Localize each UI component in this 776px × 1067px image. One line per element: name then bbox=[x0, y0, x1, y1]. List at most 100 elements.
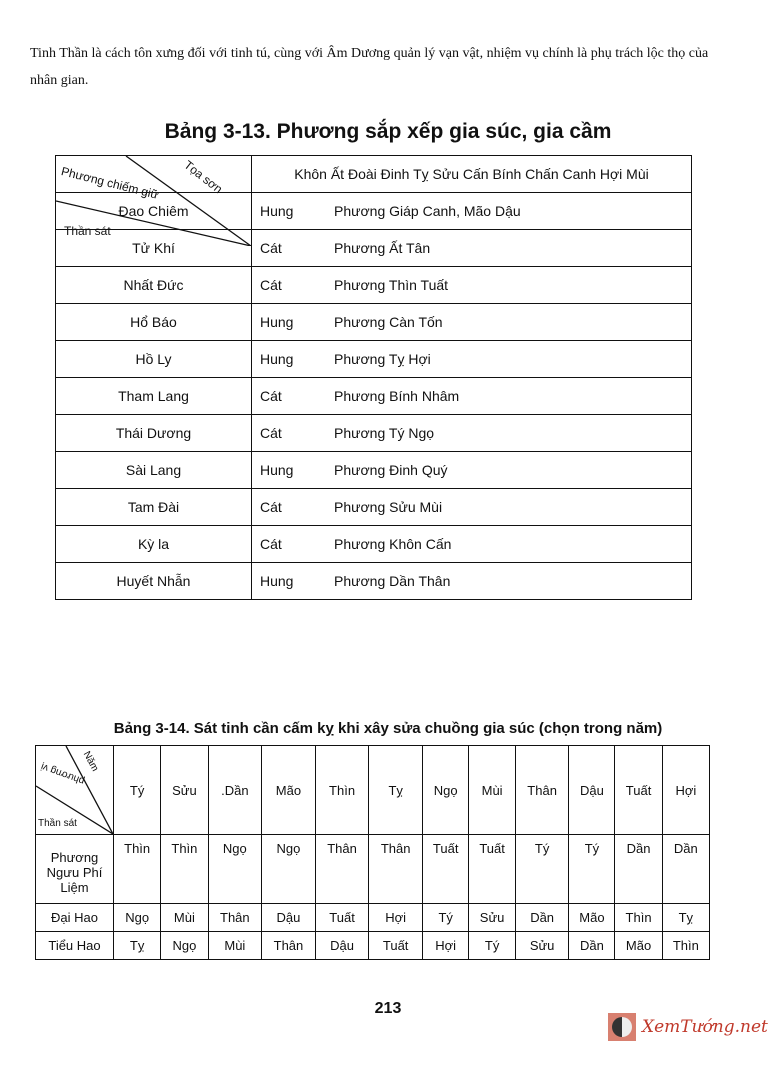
page-number: 213 bbox=[374, 1000, 402, 1017]
table1-row: Sài Lang Hung Phương Đinh Quý bbox=[55, 451, 692, 489]
auspice-value: Hung bbox=[260, 351, 294, 367]
auspice-value: Hung bbox=[260, 573, 294, 589]
table2-cell: Dậu bbox=[314, 931, 370, 960]
watermark-text: XemTướng.net bbox=[642, 1017, 768, 1037]
direction-value: Phương Sửu Mùi bbox=[334, 499, 443, 515]
auspice-value: Cát bbox=[260, 425, 282, 441]
shensha-name: Huyết Nhẫn bbox=[55, 562, 252, 600]
direction-value: Phương Giáp Canh, Mão Dậu bbox=[334, 203, 521, 219]
table2-cell: Mùi bbox=[207, 931, 263, 960]
table2-cell: Mão bbox=[614, 931, 663, 960]
year-header: Sửu bbox=[160, 745, 209, 835]
year-header: Tuất bbox=[614, 745, 663, 835]
year-header: Tý bbox=[112, 745, 162, 835]
direction-cell: Hung Phương Giáp Canh, Mão Dậu bbox=[251, 192, 692, 230]
table2-cell: Sửu bbox=[468, 903, 516, 932]
table2-cell: Tý bbox=[568, 834, 616, 904]
direction-value: Phương Dần Thân bbox=[334, 573, 451, 589]
direction-cell: Cát Phương Thìn Tuất bbox=[251, 266, 692, 304]
table2-cell: Ngọ bbox=[207, 834, 263, 904]
table1-row: Tử Khí Cát Phương Ất Tân bbox=[55, 229, 692, 267]
table2-cell: Ngọ bbox=[160, 931, 209, 960]
shensha-name: Hồ Ly bbox=[55, 340, 252, 378]
shensha-name: Kỳ la bbox=[55, 525, 252, 563]
table2-cell: Thân bbox=[261, 931, 316, 960]
shensha-name: Tiểu Hao bbox=[35, 931, 114, 960]
table2-cell: Hợi bbox=[368, 903, 423, 932]
shensha-name: Nhất Đức bbox=[55, 266, 252, 304]
table2-cell: Thìn bbox=[661, 931, 711, 960]
direction-cell: Hung Phương Càn Tốn bbox=[251, 303, 692, 341]
table2-cell: Dần bbox=[614, 834, 663, 904]
intro-paragraph: Tinh Thần là cách tôn xưng đối với tinh … bbox=[30, 46, 709, 88]
table2-cell: Thìn bbox=[614, 903, 663, 932]
auspice-value: Hung bbox=[260, 314, 294, 330]
shensha-name: Hổ Báo bbox=[55, 303, 252, 341]
shensha-name: Tam Đài bbox=[55, 488, 252, 526]
auspice-value: Cát bbox=[260, 240, 282, 256]
table2-diagonal-header: Năm phương vị Thần sát bbox=[35, 745, 114, 835]
table1: Tọa sơn Phương chiếm giữ Thần sát Khôn Ấ… bbox=[55, 155, 692, 600]
direction-cell: Hung Phương Tỵ Hợi bbox=[251, 340, 692, 378]
table1-title: Bảng 3-13. Phương sắp xếp gia súc, gia c… bbox=[164, 120, 612, 143]
direction-value: Phương Ất Tân bbox=[334, 240, 431, 256]
table2-cell: Hợi bbox=[421, 931, 470, 960]
direction-value: Phương Càn Tốn bbox=[334, 314, 443, 330]
table2-cell: Tuất bbox=[368, 931, 423, 960]
year-header: Dậu bbox=[568, 745, 616, 835]
year-header: .Dần bbox=[207, 745, 263, 835]
table1-row: Hổ Báo Hung Phương Càn Tốn bbox=[55, 303, 692, 341]
year-header: Hợi bbox=[661, 745, 711, 835]
table2-cell: Tý bbox=[421, 903, 470, 932]
table2-cell: Tỵ bbox=[112, 931, 162, 960]
direction-value: Phương Tý Ngọ bbox=[334, 425, 435, 441]
direction-cell: Hung Phương Đinh Quý bbox=[251, 451, 692, 489]
table2-row: Đại Hao Ngọ Mùi Thân Dậu Tuất Hợi Tý Sửu Dần Mão Th… bbox=[35, 903, 711, 932]
year-header: Ngọ bbox=[421, 745, 470, 835]
table2-row: Tiểu Hao Tỵ Ngọ Mùi Thân Dậu Tuất Hợi Tý Sửu Dần Mã… bbox=[35, 931, 711, 960]
table2-cell: Thìn bbox=[160, 834, 209, 904]
year-header: Mùi bbox=[468, 745, 516, 835]
table1-row: Thái Dương Cát Phương Tý Ngọ bbox=[55, 414, 692, 452]
table2-cell: Dần bbox=[568, 931, 616, 960]
direction-value: Phương Khôn Cấn bbox=[334, 536, 452, 552]
year-header: Thìn bbox=[314, 745, 370, 835]
direction-cell: Cát Phương Sửu Mùi bbox=[251, 488, 692, 526]
year-header: Thân bbox=[514, 745, 570, 835]
table1-row: Kỳ la Cát Phương Khôn Cấn bbox=[55, 525, 692, 563]
shensha-name: Tham Lang bbox=[55, 377, 252, 415]
table2-cell: Dậu bbox=[261, 903, 316, 932]
table2-cell: Thân bbox=[314, 834, 370, 904]
direction-cell: Cát Phương Bính Nhâm bbox=[251, 377, 692, 415]
direction-value: Phương Thìn Tuất bbox=[334, 277, 449, 293]
table1-row: Tam Đài Cát Phương Sửu Mùi bbox=[55, 488, 692, 526]
table2-cell: Sửu bbox=[514, 931, 570, 960]
auspice-value: Hung bbox=[260, 462, 294, 478]
direction-value: Phương Bính Nhâm bbox=[334, 388, 460, 404]
diag-bottom-label: Thần sát bbox=[38, 818, 77, 829]
watermark-logo: XemTướng.net bbox=[608, 1013, 768, 1041]
table2-row: Phương Ngưu Phí Liệm Thìn Thìn Ngọ Ngọ Thân Th… bbox=[35, 834, 711, 904]
table2-cell: Mão bbox=[568, 903, 616, 932]
direction-cell: Cát Phương Khôn Cấn bbox=[251, 525, 692, 563]
table2-cell: Mùi bbox=[160, 903, 209, 932]
shensha-name: Phương Ngưu Phí Liệm bbox=[35, 834, 114, 904]
table2-cell: Thân bbox=[207, 903, 263, 932]
shensha-name: Sài Lang bbox=[55, 451, 252, 489]
table1-diagonal-header: Tọa sơn Phương chiếm giữ Thần sát bbox=[55, 155, 252, 246]
table2-cell: Dần bbox=[514, 903, 570, 932]
table2-cell: Tỵ bbox=[661, 903, 711, 932]
yin-yang-icon bbox=[608, 1013, 636, 1041]
auspice-value: Cát bbox=[260, 499, 282, 515]
table2-cell: Thìn bbox=[112, 834, 162, 904]
table2: Năm phương vị Thần sát Tý Sửu .Dần Mão Thìn T… bbox=[35, 745, 711, 960]
table2-cell: Tuất bbox=[314, 903, 370, 932]
table2-cell: Dần bbox=[661, 834, 711, 904]
diag-bottom-label: Thần sát bbox=[64, 224, 111, 238]
auspice-value: Cát bbox=[260, 388, 282, 404]
table2-cell: Tý bbox=[468, 931, 516, 960]
auspice-value: Cát bbox=[260, 536, 282, 552]
year-header: Tỵ bbox=[368, 745, 423, 835]
direction-cell: Cát Phương Tý Ngọ bbox=[251, 414, 692, 452]
